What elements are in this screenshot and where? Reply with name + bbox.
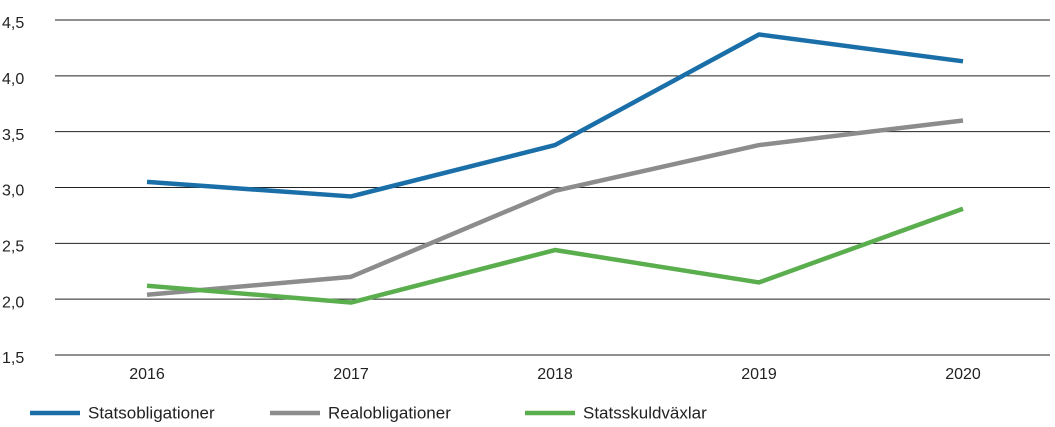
series-line (146, 206, 964, 305)
y-tick-label: 4,0 (2, 71, 24, 88)
legend-label: Statsskuldväxlar (583, 403, 707, 422)
x-tick-label: 2020 (945, 366, 981, 383)
y-tick-label: 4,5 (2, 15, 24, 32)
legend-label: Statsobligationer (88, 403, 215, 422)
y-tick-label: 2,5 (2, 239, 24, 256)
x-tick-label: 2018 (537, 366, 573, 383)
x-tick-label: 2017 (333, 366, 369, 383)
legend-label: Realobligationer (328, 403, 451, 422)
x-tick-label: 2016 (129, 366, 165, 383)
y-tick-label: 3,0 (2, 183, 24, 200)
y-tick-label: 1,5 (2, 350, 24, 367)
y-tick-label: 2,0 (2, 294, 24, 311)
series-line (146, 32, 964, 199)
series-line (146, 118, 964, 297)
x-tick-label: 2019 (741, 366, 777, 383)
y-tick-label: 3,5 (2, 127, 24, 144)
